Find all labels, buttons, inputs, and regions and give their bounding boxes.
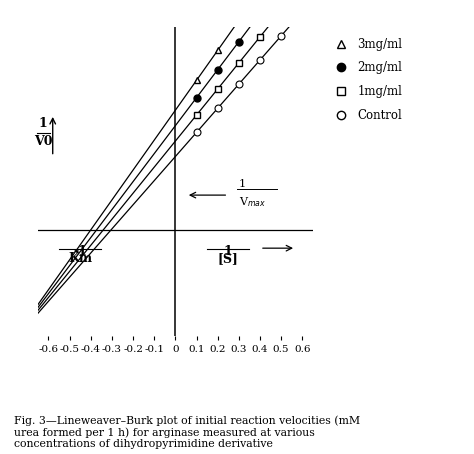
Text: 1: 1: [224, 245, 233, 258]
Text: V0: V0: [34, 135, 53, 148]
Text: Km: Km: [68, 252, 92, 265]
Text: Fig. 3—Lineweaver–Burk plot of initial reaction velocities (mM
urea formed per 1: Fig. 3—Lineweaver–Burk plot of initial r…: [14, 415, 360, 449]
Text: [S]: [S]: [218, 252, 239, 265]
Text: V$_{max}$: V$_{max}$: [239, 195, 266, 209]
Text: 1: 1: [39, 117, 47, 129]
Text: -1: -1: [73, 245, 87, 258]
Text: 1: 1: [239, 179, 246, 189]
Legend: 3mg/ml, 2mg/ml, 1mg/ml, Control: 3mg/ml, 2mg/ml, 1mg/ml, Control: [324, 33, 407, 127]
